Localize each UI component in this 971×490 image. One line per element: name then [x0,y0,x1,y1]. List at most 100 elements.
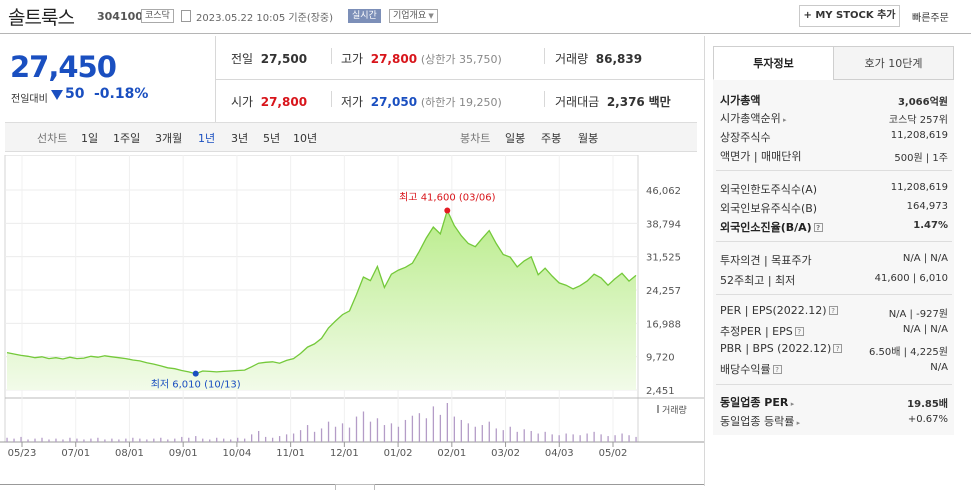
volume-bar [467,423,469,442]
x-tick-label: 03/02 [491,448,520,459]
period-tab-bar [5,122,697,152]
volume-bar [139,438,141,442]
volume-bar [425,418,428,442]
x-tick-label: 08/01 [115,448,144,459]
x-tick-label: 05/23 [8,448,37,459]
x-tick-label: 09/01 [169,448,198,459]
corp-info-label: 기업개요 [393,11,427,21]
per-label: PER | EPS(2022.12)? [720,304,838,317]
opinion-label: 투자의견 | 목표주가 [720,254,812,267]
help-icon[interactable]: ? [794,327,804,336]
volume-bar [397,426,400,442]
volume-bar [13,438,15,442]
invest-info-panel [713,80,954,435]
volume-bar [502,430,504,442]
section-divider [716,170,952,171]
volume-bar [551,434,553,442]
volume-label: 거래량 [662,404,687,416]
tab-monthly[interactable]: 월봉 [578,132,599,145]
volume-bar [223,438,225,442]
section-divider [716,384,952,385]
volume-bar [118,439,120,442]
add-my-stock-label: MY STOCK 추가 [815,10,896,21]
x-tick-label: 05/02 [599,448,628,459]
volume-bar [355,416,358,442]
volume-bar [432,406,435,442]
volume-bar [607,436,609,442]
quick-order-button[interactable]: 빠른주문 [912,13,949,24]
w52-label: 52주최고 | 최저 [720,274,796,287]
open-price: 시가 27,800 [231,95,308,109]
par-value: 500원 | 1주 [894,153,948,164]
x-tick-label: 10/04 [222,448,251,459]
industry-per-label: 동일업종 PER ▸ [720,396,795,409]
volume-bar [132,437,134,442]
volume-bar [383,425,386,442]
volume-bar [481,425,483,442]
volume-bar [390,423,393,442]
volume-bar [62,439,64,442]
tab-3m[interactable]: 3개월 [155,132,183,145]
help-icon[interactable]: ? [813,223,823,232]
volume-bar [153,438,155,442]
help-icon[interactable]: ? [828,306,838,315]
tab-3y[interactable]: 3년 [231,132,249,145]
volume-bar [579,435,581,442]
tab-10y[interactable]: 10년 [293,132,318,145]
volume-bar [628,435,630,442]
volume-bar [111,438,113,442]
volume-bar [6,437,8,442]
tab-invest-info[interactable]: 투자정보 [713,46,834,80]
line-chart-label: 선차트 [37,132,68,145]
help-icon[interactable]: ? [772,365,782,374]
tab-5y[interactable]: 5년 [263,132,281,145]
volume-bar [251,434,253,442]
volume-bar [369,421,372,442]
opinion-value: N/A | N/A [902,253,948,264]
volume-bar [495,428,497,442]
volume-bar [558,435,560,442]
y-tick-label: 2,451 [646,386,675,397]
volume-bar [174,438,176,442]
y-tick-label: 31,525 [646,253,681,264]
volume-legend-marker [657,405,659,413]
dividend-value: N/A [930,362,948,373]
help-icon[interactable]: ? [833,344,843,353]
volume-bar [565,433,567,442]
volume-bar [48,439,50,442]
volume-bar [453,416,455,442]
volume-bar [460,419,462,442]
volume-bar [83,439,85,442]
volume-bar [516,431,518,442]
volume-bar [195,436,197,442]
shares-label: 상장주식수 [720,131,771,144]
volume-bar [418,413,421,442]
add-my-stock-button[interactable]: + MY STOCK 추가 [799,5,900,27]
volume-bar [90,438,92,442]
low-price: 저가 27,050 (하한가 19,250) [341,95,502,109]
tab-daily[interactable]: 일봉 [505,132,526,145]
volume-bar [327,421,330,442]
volume-bar [439,414,442,442]
price-area [7,210,636,390]
stock-name: 솔트룩스 [8,7,75,29]
tab-1y[interactable]: 1년 [198,132,216,145]
tab-weekly[interactable]: 주봉 [541,132,562,145]
chevron-down-icon: ▼ [426,12,434,20]
tab-1w[interactable]: 1주일 [113,132,141,145]
volume-bar [537,433,539,442]
tab-orderbook[interactable]: 호가 10단계 [833,46,954,80]
volume-bar [313,431,316,442]
tab-1d[interactable]: 1일 [81,132,99,145]
collapse-handle[interactable] [335,484,375,490]
corp-info-dropdown[interactable]: 기업개요 ▼ [389,9,438,23]
price-line [6,208,637,375]
y-tick-label: 46,062 [646,186,681,197]
volume-bar [334,426,337,442]
volume-bar [593,431,595,442]
foreign-limit-label: 외국인한도주식수(A) [720,183,818,196]
live-badge[interactable]: 실시간 [348,9,381,23]
foreign-hold-value: 164,973 [906,201,948,212]
volume-bar [69,437,71,442]
cell-divider [331,48,332,64]
